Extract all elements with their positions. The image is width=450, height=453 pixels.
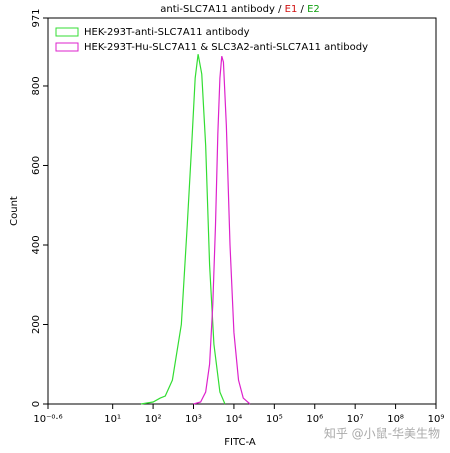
x-tick-label: 10⁹ (428, 414, 445, 425)
x-tick-label: 10⁶ (306, 414, 323, 425)
title-part: anti-SLC7A11 antibody / (160, 4, 284, 15)
x-tick-label: 10⁵ (266, 414, 283, 425)
y-axis-label: Count (9, 196, 20, 226)
series-line (140, 54, 226, 405)
legend-swatch (55, 27, 79, 37)
legend-label: HEK-293T-Hu-SLC7A11 & SLC3A2-anti-SLC7A1… (84, 42, 368, 53)
x-tick-label: 10⁷ (347, 414, 364, 425)
watermark: 知乎 @小鼠-华美生物 (324, 427, 440, 441)
chart-title: anti-SLC7A11 antibody / E1 / E2 (160, 4, 320, 15)
y-tick-label: 400 (31, 235, 42, 254)
y-tick-label: 0 (31, 401, 42, 407)
plot-frame (47, 17, 437, 405)
x-tick-label: 10¹ (104, 414, 121, 425)
series-line (193, 55, 251, 405)
title-part: E2 (307, 4, 320, 15)
legend-swatch (55, 42, 79, 52)
title-part: E1 (285, 4, 298, 15)
x-tick-label: 10² (145, 414, 162, 425)
x-tick-label: 10⁴ (226, 414, 243, 425)
x-tick-label: 10⁸ (387, 414, 404, 425)
legend-label: HEK-293T-anti-SLC7A11 antibody (84, 27, 250, 38)
y-tick-label: 800 (31, 76, 42, 95)
y-tick-label: 600 (31, 156, 42, 175)
x-axis-label: FITC-A (224, 437, 256, 448)
title-part: / (297, 4, 307, 15)
y-tick-label: 200 (31, 315, 42, 334)
y-tick-label: 971 (31, 8, 42, 27)
x-tick-label: 10³ (185, 414, 202, 425)
x-tick-label: 10⁻⁰·⁶ (33, 414, 62, 425)
